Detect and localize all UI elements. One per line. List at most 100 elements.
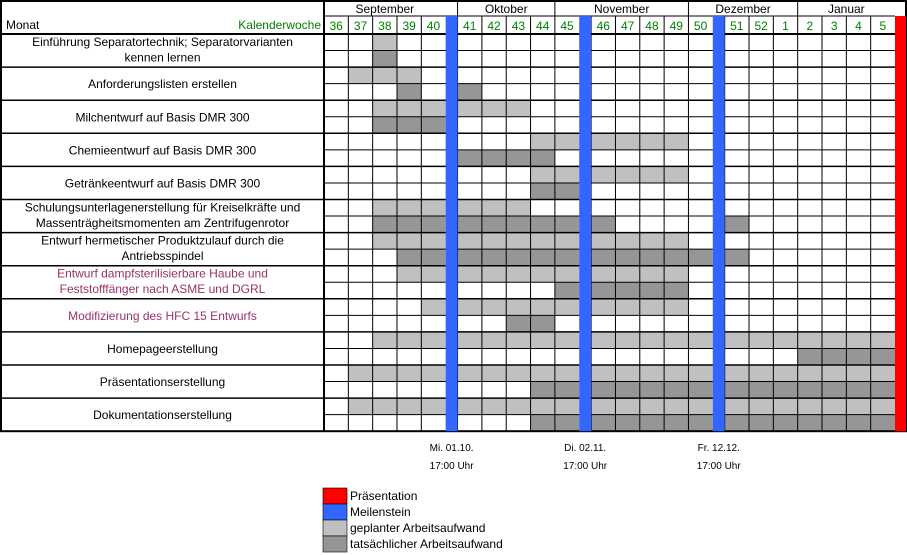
actual-bar [773, 381, 798, 399]
planned-bar [822, 398, 847, 415]
week-tick-label: 38 [378, 19, 392, 33]
actual-bar [396, 216, 422, 233]
actual-bar [870, 414, 895, 432]
actual-bar [372, 216, 397, 233]
planned-bar [506, 265, 531, 283]
planned-bar [639, 232, 665, 250]
planned-bar [591, 331, 616, 349]
planned-bar [421, 331, 446, 349]
actual-bar [639, 414, 665, 432]
actual-bar [846, 348, 871, 365]
planned-bar [506, 298, 531, 316]
planned-bar [639, 166, 665, 183]
actual-bar [530, 182, 555, 200]
planned-bar [421, 298, 446, 316]
actual-bar [554, 381, 580, 399]
planned-bar [846, 398, 871, 415]
week-tick-label: 41 [463, 19, 477, 33]
planned-bar [421, 265, 446, 283]
legend-label-milestone: Meilenstein [350, 505, 411, 519]
planned-bar [639, 331, 665, 349]
actual-bar [506, 149, 531, 167]
planned-bar [457, 365, 482, 382]
actual-bar [396, 83, 422, 101]
planned-bar [664, 331, 689, 349]
actual-bar [396, 116, 422, 134]
planned-bar [554, 298, 580, 316]
planned-bar [530, 232, 555, 250]
planned-bar [421, 398, 446, 415]
planned-bar [664, 166, 689, 183]
planned-bar [372, 67, 397, 84]
planned-bar [457, 199, 482, 217]
actual-bar [773, 414, 798, 432]
actual-bar [530, 414, 555, 432]
planned-bar [481, 398, 507, 415]
month-label: Januar [828, 2, 865, 16]
milestone-strip [579, 16, 592, 432]
actual-bar [688, 249, 713, 266]
planned-bar [481, 232, 507, 250]
planned-bar [870, 331, 895, 349]
task-label: kennen lernen [124, 51, 200, 65]
planned-bar [554, 365, 580, 382]
actual-bar [615, 249, 640, 266]
task-label: Massenträgheitsmomenten am Zentrifugenro… [36, 216, 289, 230]
week-tick-label: 47 [621, 19, 635, 33]
planned-bar [822, 365, 847, 382]
actual-bar [797, 348, 823, 365]
legend-swatch-milestone [322, 503, 348, 521]
planned-bar [421, 199, 446, 217]
task-label: Getränkeentwurf auf Basis DMR 300 [65, 176, 261, 190]
planned-bar [372, 100, 397, 117]
planned-bar [372, 331, 397, 349]
actual-bar [822, 414, 847, 432]
planned-bar [591, 166, 616, 183]
legend-label-planned: geplanter Arbeitsaufwand [350, 521, 485, 535]
actual-bar [664, 282, 689, 299]
planned-bar [457, 265, 482, 283]
planned-bar [639, 133, 665, 150]
planned-bar [396, 232, 422, 250]
week-tick-label: 39 [402, 19, 416, 33]
planned-bar [797, 398, 823, 415]
task-label: Entwurf dampfsterilisierbare Haube und [57, 267, 268, 281]
actual-bar [372, 50, 397, 68]
planned-bar [615, 365, 640, 382]
actual-bar [457, 83, 482, 101]
actual-bar [396, 249, 422, 266]
planned-bar [530, 265, 555, 283]
actual-bar [615, 282, 640, 299]
actual-bar [506, 315, 531, 332]
milestone-time-label: 17:00 Uhr [563, 461, 608, 472]
week-tick-label: 40 [427, 19, 441, 33]
task-label: Entwurf hermetischer Produktzulauf durch… [41, 234, 284, 248]
planned-bar [870, 365, 895, 382]
planned-bar [372, 232, 397, 250]
planned-bar [348, 398, 373, 415]
planned-bar [554, 133, 580, 150]
planned-bar [481, 298, 507, 316]
actual-bar [530, 381, 555, 399]
actual-bar [724, 414, 750, 432]
planned-bar [396, 199, 422, 217]
planned-bar [639, 265, 665, 283]
planned-bar [688, 331, 713, 349]
actual-bar [639, 249, 665, 266]
planned-bar [822, 331, 847, 349]
planned-bar [749, 331, 774, 349]
planned-bar [554, 331, 580, 349]
actual-bar [554, 249, 580, 266]
month-label: Dezember [715, 2, 770, 16]
planned-bar [372, 365, 397, 382]
week-tick-label: 4 [855, 19, 862, 33]
milestone-date-label: Fr. 12.12. [698, 443, 740, 454]
actual-bar [481, 216, 507, 233]
planned-bar [506, 199, 531, 217]
actual-bar [457, 249, 482, 266]
milestone-date-label: Di. 02.11. [564, 443, 606, 454]
planned-bar [348, 365, 373, 382]
legend-swatch-actual [322, 535, 348, 553]
planned-bar [554, 232, 580, 250]
actual-bar [554, 216, 580, 233]
